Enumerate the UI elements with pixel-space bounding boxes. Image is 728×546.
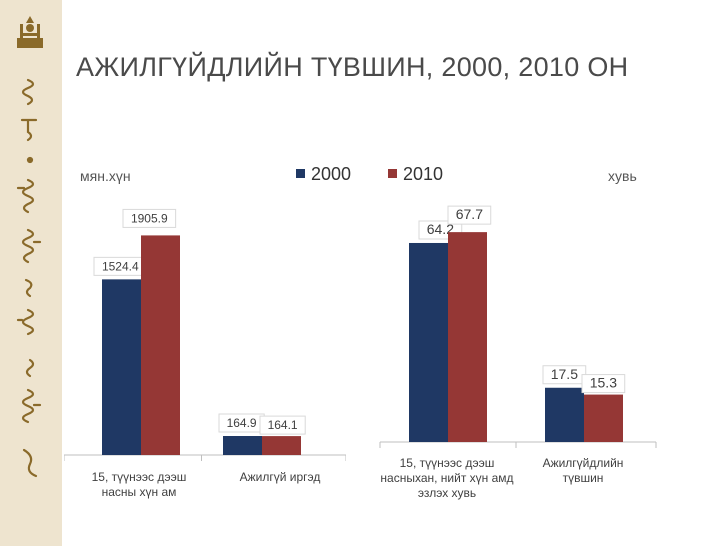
right-chart-category-label-2: Ажилгүйдлийн түвшин <box>542 456 624 485</box>
left-chart-plot: 1524.4 164.9 1905.9 164.1 <box>64 208 346 461</box>
left-chart-data-label-2010-1: 1905.9 <box>131 211 168 225</box>
right-chart-data-label-2000-1: 64.2 <box>427 221 454 237</box>
slide-title: АЖИЛГҮЙДЛИЙН ТҮВШИН, 2000, 2010 ОН <box>76 52 629 82</box>
left-chart-data-label-box-2010-2 <box>259 415 306 435</box>
left-chart-category-label-1: 15, түүнээс дээш насны хүн ам <box>91 470 187 499</box>
right-chart-bar-2000-1 <box>409 242 448 442</box>
left-chart-bar-2000-2 <box>223 436 262 455</box>
left-chart-bar-2010-2 <box>262 436 301 455</box>
right-chart-bar-2010-2 <box>584 394 623 442</box>
legend-label-2010: 2010 <box>403 164 444 184</box>
legend-item-2010: 2010 <box>388 164 443 185</box>
right-chart-plot: 64.2 17.5 67.7 15.3 <box>379 205 657 448</box>
right-chart-data-label-box-2010-1 <box>447 205 492 225</box>
decorative-sidebar <box>0 0 62 546</box>
left-chart-data-label-2000-2: 164.9 <box>227 416 257 430</box>
right-chart-data-label-2000-2: 17.5 <box>551 366 578 382</box>
left-chart: 1524.4 164.9 1905.9 164.1 <box>64 190 346 512</box>
right-chart-bar-2000-2 <box>545 387 584 442</box>
right-chart-data-label-2010-2: 15.3 <box>590 375 617 391</box>
legend-swatch-2000 <box>296 168 305 178</box>
legend-item-2000: 2000 <box>296 164 351 185</box>
left-chart-unit-label: мян.хүн <box>80 168 131 184</box>
soyombo-emblem-icon <box>17 16 43 48</box>
right-chart-bar-2010-1 <box>448 232 487 442</box>
left-chart-bar-2000-1 <box>102 279 141 455</box>
left-chart-data-label-2000-1: 1524.4 <box>102 259 139 273</box>
right-chart: 64.2 17.5 67.7 15.3 <box>370 194 666 512</box>
legend-label-2000: 2000 <box>311 164 352 184</box>
mongolian-script-decoration <box>16 78 42 478</box>
right-chart-unit-label: хувь <box>608 168 637 184</box>
left-chart-data-label-2010-2: 164.1 <box>268 418 298 432</box>
right-chart-data-label-box-2010-2 <box>581 374 626 394</box>
left-chart-data-label-box-2010-1 <box>122 208 177 228</box>
legend-swatch-2010 <box>388 168 397 178</box>
right-chart-category-label-1: 15, түүнээс дээш насныхан, нийт хүн амд … <box>380 456 514 500</box>
right-chart-data-label-2010-1: 67.7 <box>456 206 483 222</box>
left-chart-category-label-2: Ажилгүй иргэд <box>239 470 321 484</box>
left-chart-bar-2010-1 <box>141 235 180 455</box>
